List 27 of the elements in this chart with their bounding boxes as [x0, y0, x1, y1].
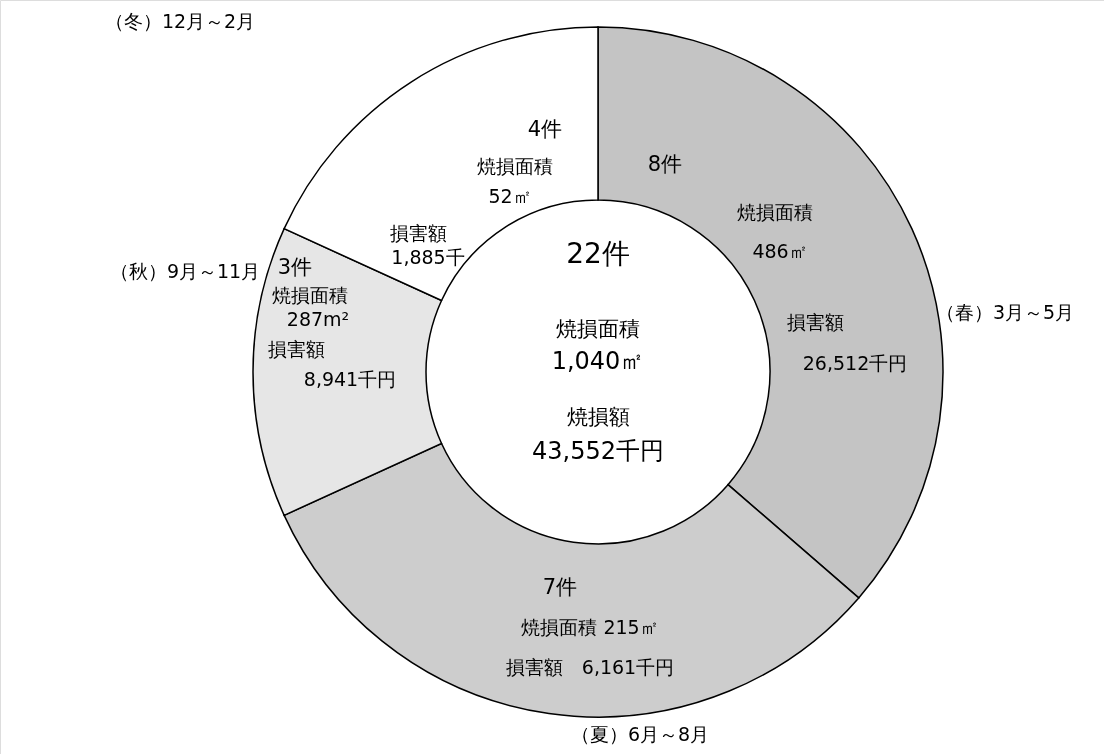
text: 486㎡ [752, 240, 808, 262]
slice-label: （冬）12月～2月 [104, 10, 256, 32]
text: 52㎡ [488, 185, 532, 207]
slice-label: （春）3月～5月 [935, 301, 1075, 323]
data-label: 3件 [277, 255, 313, 279]
data-label: 8件 [647, 152, 683, 176]
text: 22件 [566, 237, 630, 270]
slice-label: （秋）9月～11月 [109, 260, 261, 282]
text: 43,552千円 [532, 437, 664, 465]
data-label: 7件 [542, 575, 578, 599]
text: 損害額 [389, 222, 447, 244]
text: 損害額 [267, 338, 325, 360]
slice-label: （夏）6月～8月 [570, 723, 710, 745]
data-label: 4件 [527, 117, 563, 141]
text: 焼損面積 [737, 201, 813, 223]
text: 焼損面積 [477, 155, 553, 177]
text: 焼損面積 [272, 284, 348, 306]
text: 焼損額 [566, 405, 630, 429]
text: 損害額 6,161千円 [505, 656, 675, 678]
text: 1,040㎡ [551, 347, 645, 375]
text: 焼損面積 [556, 317, 640, 341]
text: 287m² [286, 308, 350, 330]
text: 8,941千円 [303, 368, 397, 390]
text: 1,885千 [391, 246, 465, 268]
text: 損害額 [786, 311, 844, 333]
text: 26,512千円 [802, 352, 908, 374]
text: 焼損面積 215㎡ [521, 616, 659, 638]
